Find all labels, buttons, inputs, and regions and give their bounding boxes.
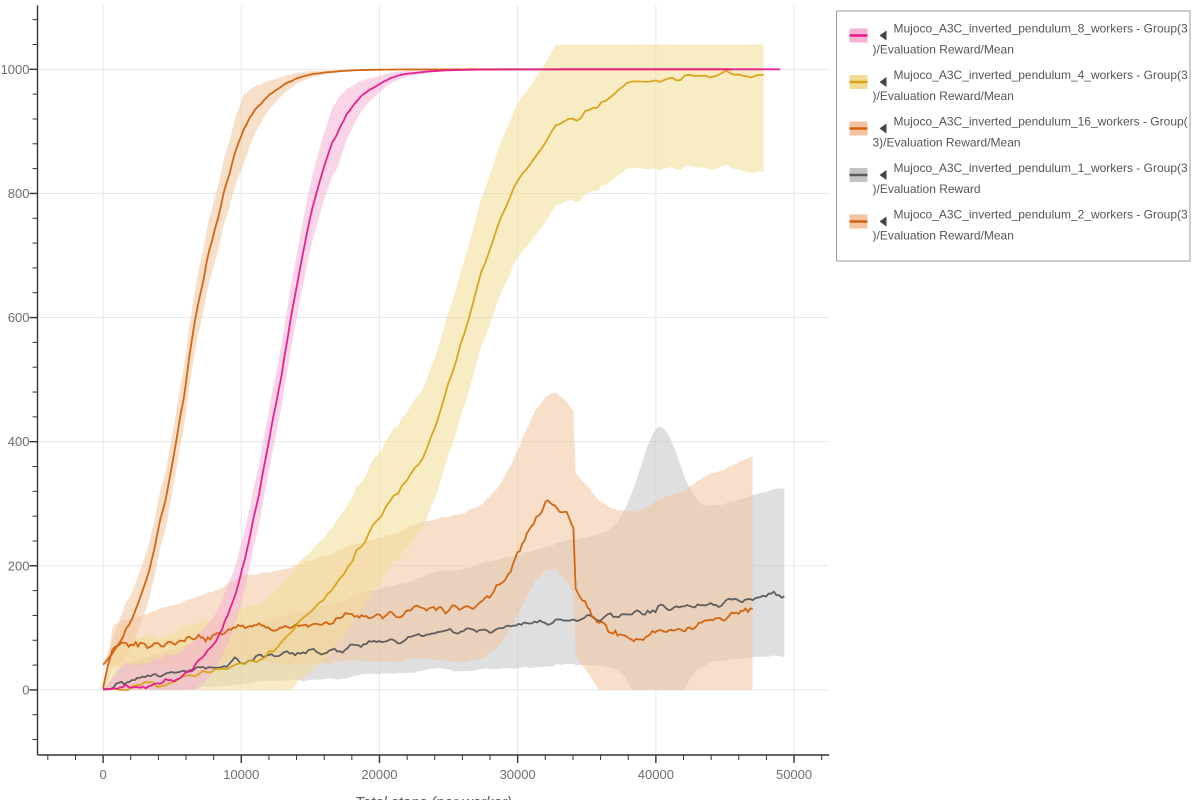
svg-text:20000: 20000	[361, 767, 397, 782]
svg-text:)/Evaluation Reward: )/Evaluation Reward	[873, 182, 981, 196]
svg-text:)/Evaluation Reward/Mean: )/Evaluation Reward/Mean	[873, 89, 1014, 103]
svg-text:30000: 30000	[500, 767, 536, 782]
svg-text:Mujoco_A3C_inverted_pendulum_4: Mujoco_A3C_inverted_pendulum_4_workers -…	[894, 68, 1188, 82]
svg-text:1000: 1000	[1, 62, 30, 77]
svg-text:40000: 40000	[638, 767, 674, 782]
svg-text:Total steps (per worker): Total steps (per worker)	[355, 794, 512, 800]
svg-text:)/Evaluation Reward/Mean: )/Evaluation Reward/Mean	[873, 229, 1014, 243]
svg-text:3)/Evaluation Reward/Mean: 3)/Evaluation Reward/Mean	[873, 136, 1021, 150]
svg-text:)/Evaluation Reward/Mean: )/Evaluation Reward/Mean	[873, 43, 1014, 57]
svg-text:Mujoco_A3C_inverted_pendulum_8: Mujoco_A3C_inverted_pendulum_8_workers -…	[894, 22, 1188, 36]
svg-text:Mujoco_A3C_inverted_pendulum_2: Mujoco_A3C_inverted_pendulum_2_workers -…	[894, 208, 1188, 222]
svg-text:0: 0	[99, 767, 106, 782]
svg-text:Mujoco_A3C_inverted_pendulum_1: Mujoco_A3C_inverted_pendulum_16_workers …	[894, 115, 1188, 129]
svg-text:10000: 10000	[223, 767, 259, 782]
svg-text:400: 400	[8, 434, 30, 449]
svg-text:800: 800	[8, 186, 30, 201]
svg-text:200: 200	[8, 558, 30, 573]
svg-text:50000: 50000	[776, 767, 812, 782]
svg-text:600: 600	[8, 310, 30, 325]
svg-text:0: 0	[22, 682, 29, 697]
svg-text:Mujoco_A3C_inverted_pendulum_1: Mujoco_A3C_inverted_pendulum_1_workers -…	[894, 161, 1188, 175]
